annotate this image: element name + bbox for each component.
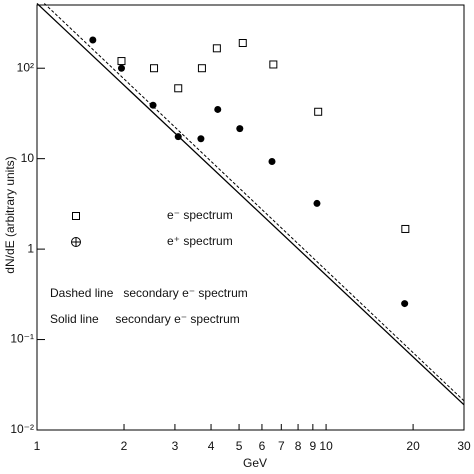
- data-point: [268, 158, 276, 166]
- x-tick-label: 6: [259, 439, 266, 453]
- data-point: [236, 125, 244, 133]
- curve: [43, 3, 465, 402]
- x-tick-label: 10: [319, 439, 333, 453]
- data-point: [150, 64, 159, 73]
- data-point: [117, 57, 126, 66]
- y-tick-label: 10⁻²: [10, 422, 34, 436]
- y-axis-label: dN/dE (arbitrary units): [3, 156, 17, 273]
- x-axis-label: GeV: [243, 456, 267, 470]
- data-point: [197, 64, 206, 73]
- data-point: [149, 101, 157, 109]
- data-point: [214, 105, 222, 113]
- data-point: [314, 107, 323, 116]
- data-point: [174, 84, 183, 93]
- data-point: [89, 36, 97, 44]
- x-tick-label: 9: [310, 439, 317, 453]
- x-tick-label: 8: [295, 439, 302, 453]
- y-tick-label: 10: [21, 151, 35, 165]
- x-tick-label: 2: [121, 439, 128, 453]
- data-point: [269, 60, 278, 69]
- annotation: Solid line secondary e⁻ spectrum: [50, 312, 240, 326]
- x-tick-label: 20: [406, 439, 420, 453]
- data-point: [174, 133, 182, 141]
- data-point: [212, 44, 221, 53]
- legend-label: e⁻ spectrum: [167, 208, 233, 222]
- data-point: [313, 199, 321, 207]
- data-point: [401, 224, 410, 233]
- y-tick-label: 10⁻¹: [10, 332, 34, 346]
- legend-marker: [72, 212, 80, 220]
- x-tick-label: 1: [34, 439, 41, 453]
- plot-frame: [36, 4, 465, 431]
- legend-marker: [71, 237, 81, 247]
- data-point: [197, 135, 205, 143]
- curve: [36, 2, 465, 406]
- y-tick-label: 1: [27, 241, 34, 255]
- annotation: Dashed line secondary e⁻ spectrum: [50, 286, 248, 300]
- y-tick-label: 10²: [17, 60, 34, 74]
- x-tick-label: 30: [457, 439, 471, 453]
- x-tick-label: 7: [278, 439, 285, 453]
- x-tick-label: 4: [208, 439, 215, 453]
- data-point: [117, 64, 125, 72]
- data-point: [401, 300, 409, 308]
- data-point: [238, 39, 247, 48]
- x-tick-label: 3: [172, 439, 179, 453]
- x-tick-label: 5: [236, 439, 243, 453]
- legend-label: e⁺ spectrum: [167, 234, 233, 248]
